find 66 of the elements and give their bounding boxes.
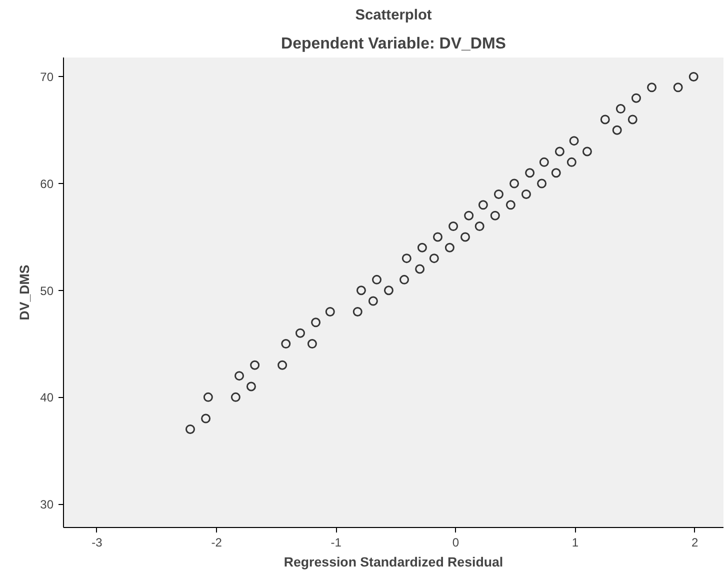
point: [368, 296, 378, 306]
point: [402, 254, 412, 264]
point: [352, 306, 362, 316]
point: [673, 82, 683, 92]
point: [551, 168, 561, 178]
point: [490, 210, 500, 220]
point: [460, 232, 470, 242]
point: [278, 360, 288, 370]
point: [295, 328, 305, 338]
point: [444, 242, 454, 252]
y-tick-label: 30: [40, 498, 54, 512]
point: [510, 178, 520, 188]
point: [616, 104, 626, 114]
point: [628, 114, 638, 124]
point: [464, 210, 474, 220]
point: [631, 93, 641, 103]
point: [281, 339, 291, 349]
point: [506, 200, 516, 210]
x-tick-label: -3: [92, 536, 103, 550]
point: [325, 306, 335, 316]
point: [417, 242, 427, 252]
chart-subtitle: Dependent Variable: DV_DMS: [281, 36, 506, 52]
x-tick-label: 2: [691, 536, 698, 550]
point: [250, 360, 260, 370]
point: [554, 146, 564, 156]
point: [566, 157, 576, 167]
point: [307, 339, 317, 349]
point: [448, 222, 458, 232]
point: [647, 82, 657, 92]
point: [234, 371, 244, 381]
point: [688, 72, 698, 82]
point: [185, 424, 195, 434]
point: [494, 189, 504, 199]
y-tick-label: 50: [40, 284, 54, 298]
point: [537, 178, 547, 188]
point: [311, 318, 321, 328]
x-axis-title: Regression Standardized Residual: [284, 554, 504, 570]
point: [372, 274, 382, 284]
x-tick-label: -2: [211, 536, 222, 550]
point: [539, 157, 549, 167]
point: [582, 146, 592, 156]
point: [356, 286, 366, 296]
point: [432, 232, 442, 242]
point: [400, 274, 410, 284]
point: [569, 136, 579, 146]
y-tick-label: 60: [40, 177, 54, 192]
point: [521, 189, 531, 199]
x-tick-label: 0: [452, 536, 460, 550]
point: [600, 114, 610, 124]
y-tick-label: 70: [40, 70, 54, 84]
y-tick-label: 40: [40, 390, 54, 405]
x-tick-label: 1: [572, 536, 579, 550]
point: [230, 392, 240, 402]
point: [415, 264, 425, 274]
point: [612, 125, 622, 135]
chart-title: Scatterplot: [355, 8, 432, 24]
point: [246, 382, 256, 392]
point: [429, 254, 439, 264]
point: [384, 286, 394, 296]
point: [201, 414, 211, 424]
y-axis-title: DV_DMS: [17, 264, 32, 320]
point: [525, 168, 535, 178]
x-tick-label: -1: [330, 536, 342, 550]
point: [474, 222, 484, 232]
point: [203, 392, 213, 402]
point: [478, 200, 488, 210]
